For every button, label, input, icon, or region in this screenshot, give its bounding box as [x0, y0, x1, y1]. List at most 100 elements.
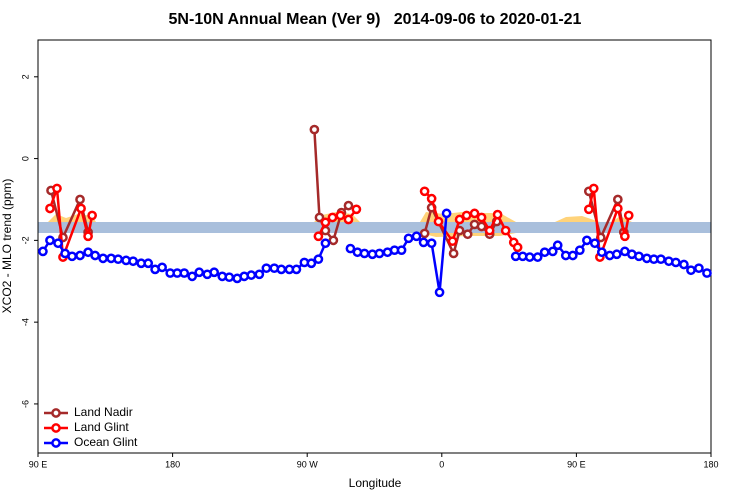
land-patch	[555, 216, 600, 222]
point	[574, 245, 585, 256]
x-tick-label: 180	[165, 459, 180, 469]
x-tick-label: 90 W	[297, 459, 319, 469]
point	[224, 272, 235, 283]
legend-label: Ocean Glint	[74, 435, 138, 449]
point	[52, 183, 62, 194]
point	[524, 252, 535, 262]
x-axis-title: Longitude	[349, 476, 402, 490]
legend-swatch-point	[51, 438, 61, 448]
point	[623, 210, 634, 221]
point	[320, 217, 331, 228]
point	[98, 253, 108, 264]
point	[343, 200, 354, 211]
point	[327, 212, 338, 223]
point	[611, 249, 622, 260]
point	[596, 247, 607, 258]
point	[589, 238, 600, 249]
point	[359, 248, 370, 259]
point	[179, 268, 190, 278]
mask-band	[38, 222, 711, 233]
point	[313, 231, 324, 242]
point	[320, 238, 331, 249]
point	[583, 204, 594, 215]
point	[254, 269, 265, 280]
point	[552, 240, 563, 251]
point	[75, 250, 85, 261]
point	[403, 233, 414, 244]
point	[476, 212, 487, 223]
point	[454, 214, 465, 225]
point	[447, 236, 458, 247]
point	[90, 250, 100, 261]
plot-frame	[37, 39, 712, 454]
point	[433, 216, 444, 227]
point	[547, 246, 558, 257]
point	[612, 194, 623, 205]
point	[194, 267, 205, 278]
point	[67, 251, 77, 262]
point	[411, 231, 422, 242]
y-tick-label: 0	[20, 156, 30, 161]
point	[261, 263, 272, 274]
point	[209, 267, 220, 278]
chart-title: 5N-10N Annual Mean (Ver 9) 2014-09-06 to…	[169, 11, 582, 28]
point	[512, 242, 523, 253]
point	[588, 183, 599, 194]
x-tick-label: 90 E	[567, 459, 586, 469]
point	[374, 248, 385, 259]
point	[187, 271, 198, 282]
legend-swatch-point	[51, 423, 61, 433]
point	[291, 264, 302, 275]
point	[53, 238, 63, 249]
point	[83, 231, 93, 242]
point	[461, 210, 472, 221]
point	[75, 194, 85, 205]
point	[679, 259, 689, 270]
series	[45, 183, 634, 262]
point	[462, 229, 473, 240]
point	[396, 245, 407, 256]
point	[539, 247, 550, 258]
point	[671, 257, 681, 268]
point	[343, 214, 354, 225]
point	[612, 203, 623, 214]
point	[276, 264, 287, 275]
legend-swatch-point	[51, 408, 61, 418]
series-line	[49, 129, 626, 258]
y-axis-title: XCO2 - MLO trend (ppm)	[0, 179, 14, 314]
x-tick-label: 0	[439, 459, 444, 469]
point	[434, 287, 445, 298]
series	[38, 208, 712, 298]
y-tick-label: -2	[20, 236, 30, 244]
point	[532, 252, 543, 262]
point	[567, 250, 578, 261]
point	[314, 212, 325, 223]
point	[426, 238, 437, 249]
point	[426, 193, 437, 204]
x-tick-label: 180	[703, 459, 718, 469]
point	[484, 225, 495, 236]
point	[500, 225, 511, 236]
point	[309, 124, 320, 135]
point	[686, 265, 696, 276]
x-tick-label: 90 E	[29, 459, 48, 469]
point	[38, 246, 48, 257]
point	[76, 203, 86, 214]
legend-label: Land Nadir	[74, 405, 133, 419]
point	[620, 231, 630, 242]
point	[143, 258, 154, 269]
point	[87, 210, 97, 221]
point	[157, 262, 167, 273]
point	[246, 270, 257, 280]
point	[351, 204, 362, 215]
point	[45, 235, 55, 246]
point	[448, 248, 459, 259]
point	[694, 263, 704, 274]
point	[45, 203, 55, 214]
y-tick-label: 2	[20, 74, 30, 79]
point	[492, 209, 503, 220]
point	[419, 228, 430, 239]
point	[418, 237, 429, 248]
point	[582, 235, 592, 246]
